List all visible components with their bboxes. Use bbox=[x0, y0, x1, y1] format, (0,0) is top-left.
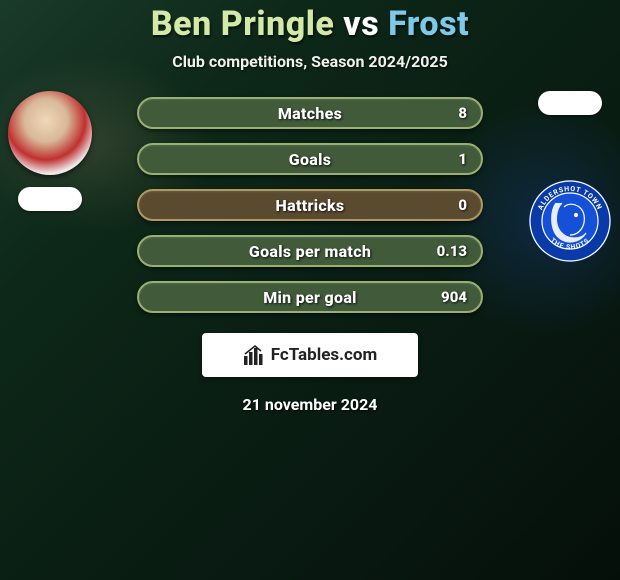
brand-text: FcTables.com bbox=[271, 345, 377, 365]
subtitle: Club competitions, Season 2024/2025 bbox=[172, 52, 448, 71]
player2-club-logo-small bbox=[538, 91, 602, 115]
stat-value-right: 0 bbox=[458, 196, 467, 214]
stat-label: Goals per match bbox=[249, 242, 371, 261]
stat-value-right: 0.13 bbox=[437, 242, 467, 260]
right-side: ALDERSHOT TOWN THE SHOTS bbox=[528, 97, 612, 263]
stat-bars: Matches 8 Goals 1 Hattricks 0 Goals per match 0… bbox=[137, 97, 483, 313]
title-vs: vs bbox=[334, 4, 388, 44]
stat-bar: Matches 8 bbox=[137, 97, 483, 129]
date: 21 november 2024 bbox=[243, 395, 378, 414]
stat-label: Goals bbox=[289, 150, 331, 169]
stat-bar: Goals 1 bbox=[137, 143, 483, 175]
title-player1: Ben Pringle bbox=[151, 4, 335, 44]
stat-value-right: 1 bbox=[458, 150, 467, 168]
player1-photo bbox=[8, 91, 92, 175]
comparison-card: Ben Pringle vs Frost Club competitions, … bbox=[0, 0, 620, 580]
stat-value-right: 904 bbox=[441, 288, 467, 306]
mid-section: Matches 8 Goals 1 Hattricks 0 Goals per match 0… bbox=[0, 97, 620, 313]
aldershot-badge-svg: ALDERSHOT TOWN THE SHOTS bbox=[528, 179, 612, 263]
stat-bar: Goals per match 0.13 bbox=[137, 235, 483, 267]
bar-chart-icon bbox=[243, 344, 265, 366]
stat-value-right: 8 bbox=[458, 104, 467, 122]
player1-club-logo bbox=[18, 187, 82, 211]
left-side bbox=[8, 97, 92, 211]
stat-bar: Hattricks 0 bbox=[137, 189, 483, 221]
stat-label: Hattricks bbox=[276, 196, 345, 215]
stat-label: Min per goal bbox=[263, 288, 357, 307]
brand-box: FcTables.com bbox=[202, 333, 418, 377]
title-player2: Frost bbox=[388, 4, 469, 44]
page-title: Ben Pringle vs Frost bbox=[151, 4, 469, 44]
stat-label: Matches bbox=[278, 104, 342, 123]
stat-bar: Min per goal 904 bbox=[137, 281, 483, 313]
aldershot-badge: ALDERSHOT TOWN THE SHOTS bbox=[528, 179, 612, 263]
